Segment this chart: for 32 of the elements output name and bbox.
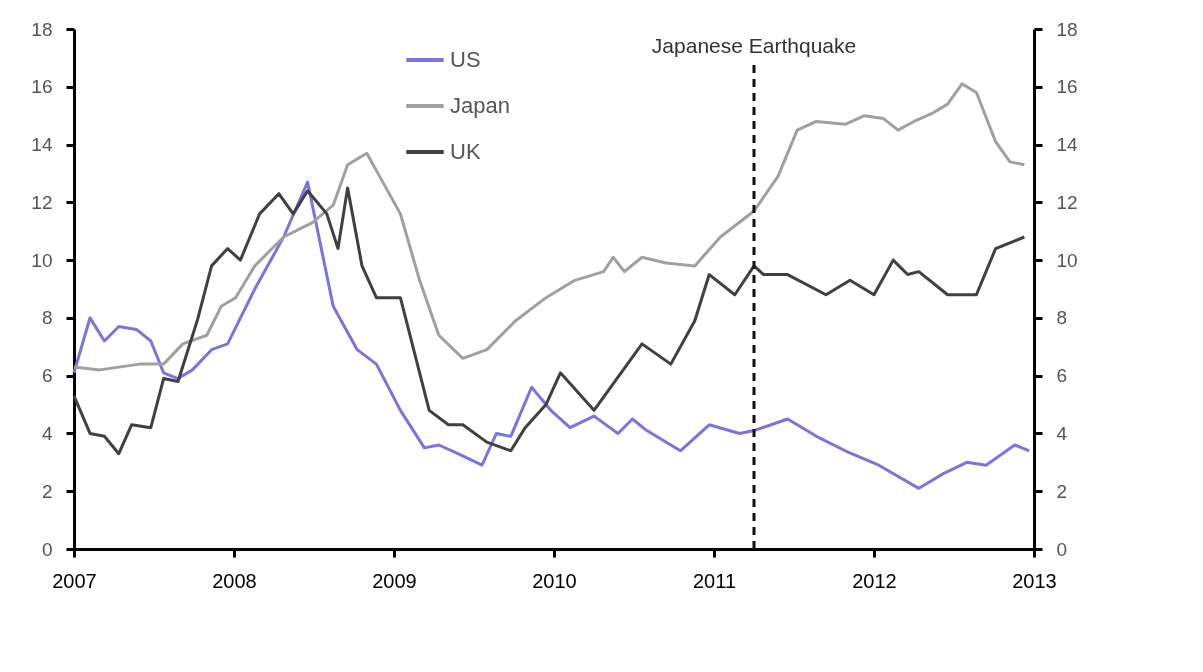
y-tick-label: 16 (31, 76, 53, 98)
x-tick-label: 2007 (52, 569, 97, 592)
line-series (72, 82, 1026, 372)
legend-label: UK (450, 139, 481, 164)
y2-tick-label: 16 (1056, 76, 1078, 98)
y-tick-label: 4 (41, 422, 53, 444)
y2-tick-label: 2 (1056, 480, 1068, 502)
y-tick-label: 18 (31, 18, 53, 40)
y-tick-label: 8 (41, 307, 53, 329)
y2-tick-label: 18 (1056, 18, 1078, 40)
y-tick-label: 10 (31, 249, 53, 271)
y-tick-label: 0 (41, 538, 53, 560)
y-tick-label: 2 (41, 480, 53, 502)
x-tick-label: 2010 (532, 569, 577, 592)
ref-line-label: Japanese Earthquake (651, 34, 857, 57)
y2-tick-label: 8 (1056, 307, 1068, 329)
y-tick-label: 12 (31, 191, 53, 213)
y2-tick-label: 14 (1056, 134, 1079, 156)
x-tick-label: 2008 (212, 569, 257, 592)
x-tick-label: 2009 (372, 569, 417, 592)
legend-label: US (450, 47, 481, 72)
y2-tick-label: 0 (1056, 538, 1068, 560)
legend-label: Japan (450, 93, 510, 118)
y2-tick-label: 10 (1056, 249, 1078, 271)
y2-tick-label: 4 (1056, 422, 1068, 444)
x-tick-label: 2012 (852, 569, 897, 592)
y2-tick-label: 12 (1056, 191, 1078, 213)
y-tick-label: 6 (41, 365, 53, 387)
x-tick-label: 2013 (1012, 569, 1057, 592)
x-tick-label: 2011 (692, 569, 737, 592)
y-tick-label: 14 (31, 134, 53, 156)
y2-tick-label: 6 (1056, 365, 1068, 387)
